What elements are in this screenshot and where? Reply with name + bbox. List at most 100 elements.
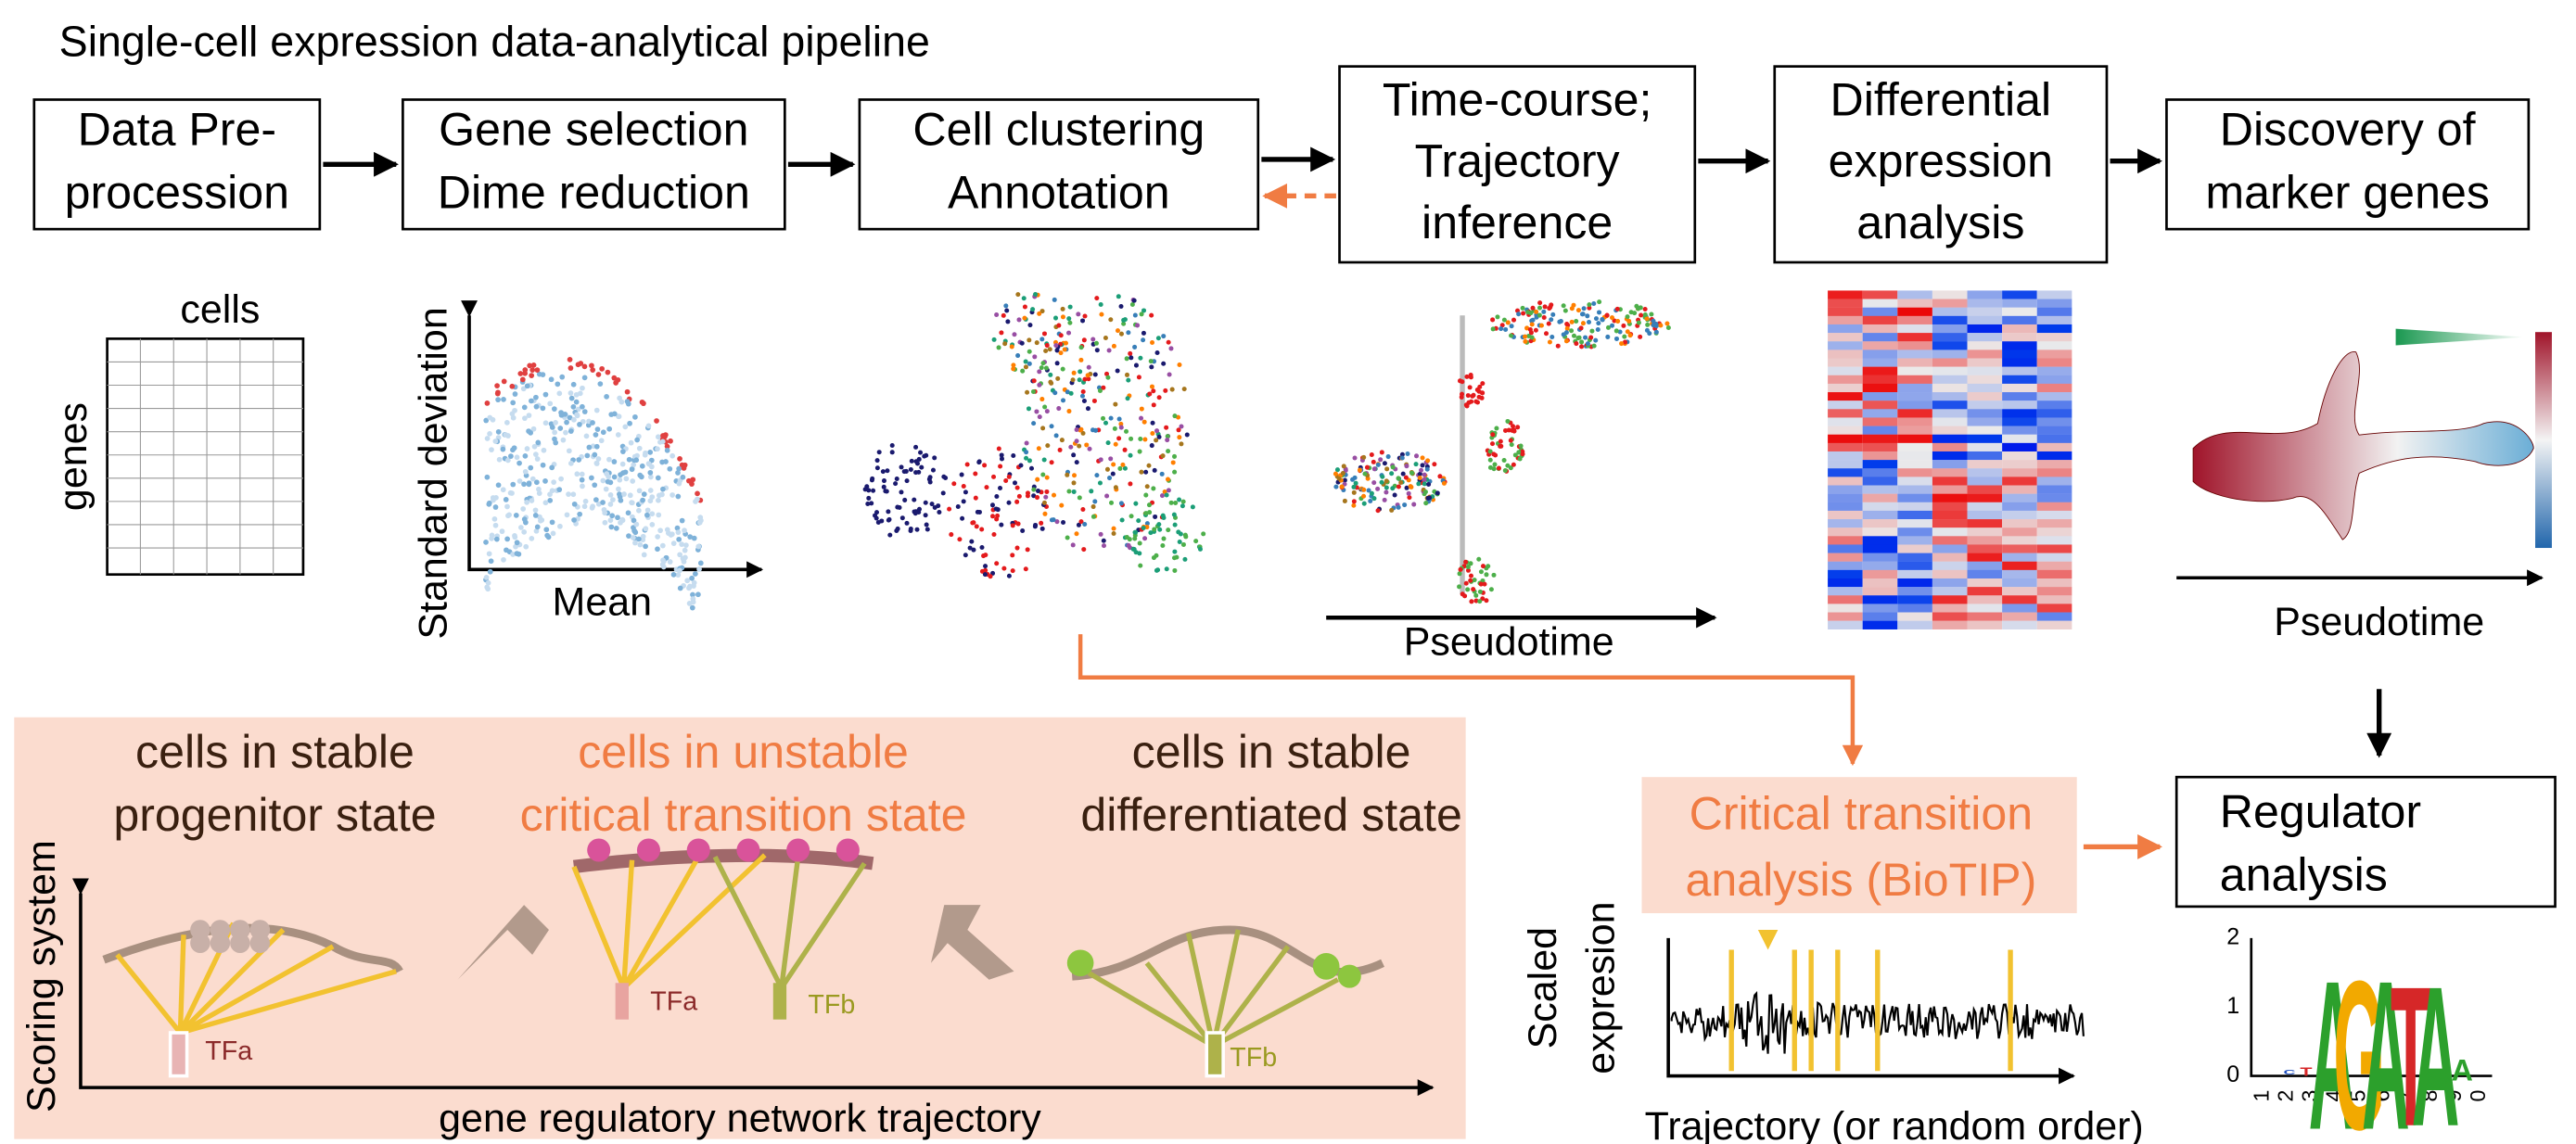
dot <box>1361 487 1367 492</box>
heat-cell <box>1897 400 1932 410</box>
dot <box>1368 498 1373 503</box>
heat-cell <box>1967 315 2003 325</box>
heat-cell <box>2002 426 2037 435</box>
heat-cell <box>1862 595 1898 604</box>
heat-cell <box>1862 604 1898 613</box>
dot <box>526 428 531 434</box>
heat-cell <box>1932 493 1968 502</box>
dot <box>674 525 681 531</box>
heat-cell <box>1897 333 1932 342</box>
dot <box>1080 318 1086 324</box>
dot <box>999 522 1004 528</box>
heat-cell <box>1932 324 1968 334</box>
dot <box>983 567 988 573</box>
dot <box>617 477 623 483</box>
dot <box>1361 493 1367 499</box>
dot <box>1544 331 1549 337</box>
dot <box>1077 377 1082 383</box>
dot <box>190 933 210 954</box>
dot <box>536 490 542 496</box>
heat-cell <box>2036 561 2072 571</box>
dot <box>1139 415 1144 421</box>
dot <box>1169 387 1175 392</box>
dot <box>1002 341 1008 347</box>
dot <box>982 463 988 468</box>
dot <box>1613 336 1619 341</box>
heat-cell <box>1967 519 2003 528</box>
dot <box>1067 304 1073 310</box>
dot <box>534 456 541 462</box>
heat-cell <box>1828 460 1863 469</box>
heat-cell <box>1828 324 1863 334</box>
dot <box>501 556 506 563</box>
step-label: Differential <box>1830 73 2052 125</box>
dot <box>636 536 642 542</box>
dot <box>1139 469 1144 475</box>
dot <box>1129 301 1135 308</box>
dot <box>1019 340 1025 346</box>
dot <box>1016 493 1022 499</box>
dot <box>1518 443 1524 449</box>
dot <box>902 497 908 502</box>
dot <box>1154 350 1160 356</box>
dot <box>529 498 535 503</box>
heat-cell <box>2036 417 2072 426</box>
heat-cell <box>1967 409 2003 418</box>
dot <box>589 362 594 369</box>
dot <box>1010 553 1015 558</box>
heat-cell <box>1828 528 1863 537</box>
dot <box>607 517 614 524</box>
dot <box>1465 393 1471 399</box>
heat-cell <box>1828 417 1863 426</box>
dot <box>527 362 533 369</box>
dot <box>600 477 606 484</box>
y-tick-label: 1 <box>2226 993 2239 1019</box>
dot <box>630 535 636 540</box>
dot <box>1357 467 1362 473</box>
dot <box>1070 542 1076 548</box>
dot <box>230 933 250 954</box>
dot <box>1025 547 1030 553</box>
dot <box>1006 474 1012 479</box>
heat-cell <box>2002 485 2037 494</box>
dot <box>1027 458 1032 464</box>
x-tick-label: 3 <box>2297 1090 2321 1102</box>
step-label: Annotation <box>948 167 1170 219</box>
dot <box>1133 362 1139 368</box>
heat-cell <box>2002 442 2037 452</box>
dot <box>1625 329 1630 335</box>
dot <box>1389 507 1395 513</box>
heat-cell <box>1897 451 1932 461</box>
dot <box>1138 355 1143 361</box>
heat-cell <box>1862 324 1898 334</box>
dot <box>1001 566 1007 571</box>
heat-cell <box>1967 620 2003 629</box>
dot <box>1425 458 1431 464</box>
dot <box>1457 571 1462 577</box>
dot <box>576 457 582 463</box>
dot <box>681 465 687 471</box>
dot <box>604 394 609 400</box>
dot <box>641 552 647 558</box>
heat-cell <box>1828 299 1863 308</box>
dot <box>1039 526 1045 531</box>
x-tick-label: 7 <box>2393 1090 2417 1102</box>
dot <box>484 400 491 406</box>
dot <box>647 488 654 493</box>
dot <box>1197 546 1203 552</box>
dot <box>1596 321 1601 326</box>
dot <box>1015 353 1021 359</box>
dot <box>664 443 670 450</box>
dot <box>904 520 910 526</box>
dot <box>1101 538 1106 543</box>
dot <box>622 424 629 430</box>
dot <box>1044 409 1050 414</box>
dot <box>1108 317 1114 323</box>
dot <box>886 509 891 515</box>
dot <box>1080 430 1086 436</box>
dot <box>1343 467 1348 473</box>
dot <box>904 478 910 484</box>
dot <box>532 507 539 514</box>
dot <box>540 462 546 468</box>
dot <box>1396 476 1401 481</box>
